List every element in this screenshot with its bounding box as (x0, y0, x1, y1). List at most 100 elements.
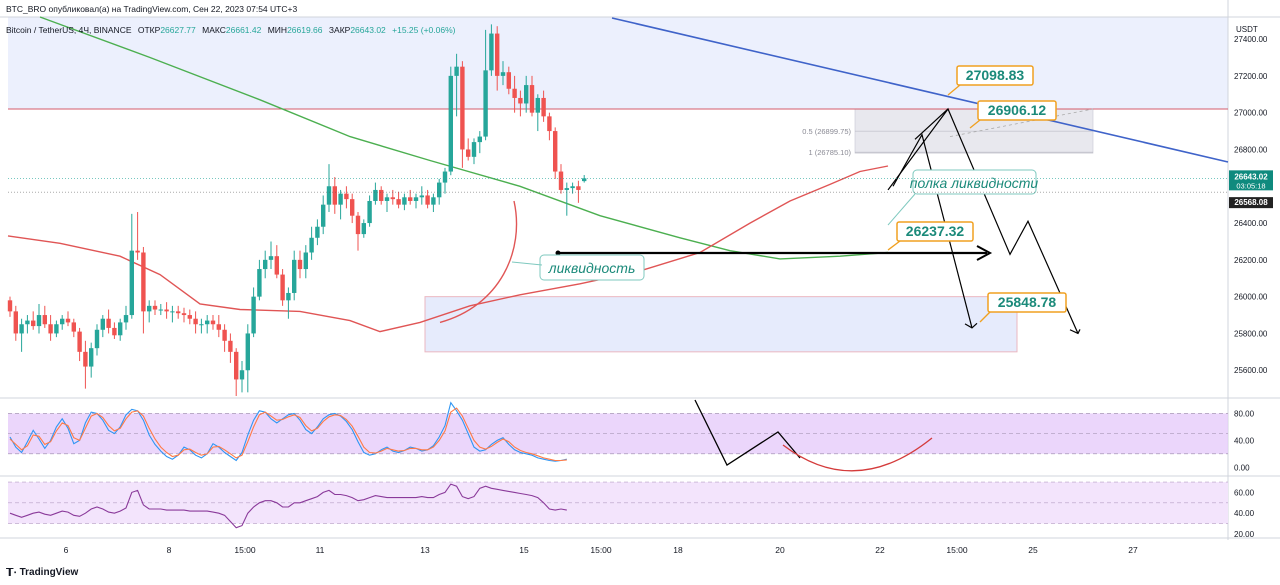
candle-body (338, 193, 343, 205)
rsi-tick-label: 20.00 (1234, 530, 1255, 539)
candle-body (448, 75, 453, 172)
candle-body (466, 149, 471, 157)
forecast-arrow-head-2 (964, 322, 978, 329)
liquidity-shelf-label: полка ликвидности (910, 175, 1039, 191)
candle-body (315, 226, 320, 238)
symbol-info-line: Bitcoin / TetherUS, 4Ч, BINANCE ОТКР2662… (6, 25, 459, 35)
candle-body (506, 72, 511, 89)
callout-27098-box (956, 65, 1034, 86)
candle-body (309, 237, 314, 253)
callout-26237-box (896, 221, 974, 242)
candle-body (332, 186, 337, 205)
candle-body (553, 131, 558, 172)
candle-body (245, 333, 250, 371)
candle-body (286, 292, 291, 301)
candle-body (500, 72, 506, 76)
candle-body (321, 204, 326, 227)
time-tick-label: 25 (1028, 545, 1038, 555)
candle-body (326, 186, 332, 205)
stoch-series-k (9, 401, 567, 462)
change-value: +15.25 (+0.06%) (392, 25, 456, 35)
candle-body (454, 66, 459, 76)
candle-body (408, 197, 413, 201)
time-tick-label: 15 (519, 545, 529, 555)
close-label: ЗАКР (328, 25, 351, 35)
symbol-name[interactable]: Bitcoin / TetherUS, 4Ч, BINANCE (6, 25, 132, 35)
prev-price-value: 26568.08 (1234, 198, 1268, 207)
upper-zone (8, 17, 1228, 109)
stoch-tick-label: 40.00 (1234, 436, 1255, 445)
candle-body (582, 178, 587, 182)
candle-body (518, 97, 523, 104)
liquidity-shelf-tail (887, 193, 916, 226)
callout-25848-box (987, 292, 1067, 313)
rsi-tick-label: 60.00 (1234, 488, 1255, 497)
candle-body (361, 223, 366, 235)
candle-body (471, 142, 477, 157)
candle-body (42, 315, 47, 325)
callout-26906-tail (969, 119, 981, 129)
candle-body (71, 322, 76, 332)
candle-body (228, 340, 233, 352)
candle-body (181, 313, 187, 316)
callout-26906-text: 26906.12 (988, 102, 1047, 118)
candle-body (576, 186, 581, 190)
price-tick-label: 25600.00 (1234, 366, 1268, 375)
price-tick-label: 27400.00 (1234, 35, 1268, 44)
stoch-tick-label: 80.00 (1234, 409, 1255, 418)
time-tick-label: 8 (167, 545, 172, 555)
candle-body (529, 85, 535, 113)
stoch-tick-label: 0.00 (1234, 463, 1250, 472)
callout-26237-text: 26237.32 (906, 223, 965, 239)
candle-body (164, 309, 169, 312)
tradingview-logo[interactable]: 𝗧∙ TradingView (6, 566, 78, 579)
fib-label: 0.5 (26899.75) (802, 127, 851, 136)
price-tick-label: 26000.00 (1234, 293, 1268, 302)
candle-body (31, 320, 36, 327)
candle-body (251, 296, 256, 334)
candle-body (257, 269, 262, 297)
stoch-arc (782, 437, 933, 472)
high-label: МАКС (202, 25, 226, 35)
candle-body (25, 320, 30, 325)
candle-body (60, 318, 65, 325)
candle-body (222, 329, 227, 341)
candle-body (477, 136, 482, 143)
candle-body (547, 116, 552, 132)
last-price-value: 26643.02 (1234, 172, 1268, 181)
candle-body (413, 197, 419, 201)
candle-body (13, 311, 18, 334)
liquidity-curve (439, 200, 518, 324)
callout-27098-text: 27098.83 (966, 67, 1025, 83)
fib-label: 1 (26785.10) (808, 148, 851, 157)
candle-body (483, 70, 488, 137)
candle-body (216, 324, 221, 330)
support-arrow-head (976, 245, 993, 261)
open-value: 26627.77 (160, 25, 196, 35)
candle-body (170, 311, 175, 313)
low-label: МИН (267, 25, 288, 35)
candle-body (100, 318, 105, 330)
candle-body (83, 351, 88, 367)
candle-body (460, 66, 465, 150)
candle-body (94, 329, 100, 349)
callout-25848-tail (979, 311, 991, 323)
time-tick-label: 15:00 (234, 545, 256, 555)
candle-body (158, 309, 163, 311)
candle-body (176, 311, 181, 314)
time-tick-label: 15:00 (946, 545, 968, 555)
last-price-badge (1229, 170, 1273, 191)
candle-body (442, 171, 448, 183)
candle-body (355, 215, 361, 235)
time-tick-label: 20 (775, 545, 785, 555)
candle-body (396, 199, 401, 205)
candle-body (152, 305, 158, 310)
open-label: ОТКР (137, 25, 161, 35)
candle-body (123, 315, 129, 323)
candle-body (147, 305, 152, 312)
liquidity-box (539, 254, 645, 281)
low-value: 26619.66 (287, 25, 323, 35)
candles-group (7, 24, 587, 396)
callout-25848-text: 25848.78 (998, 294, 1057, 310)
candle-body (402, 197, 407, 205)
